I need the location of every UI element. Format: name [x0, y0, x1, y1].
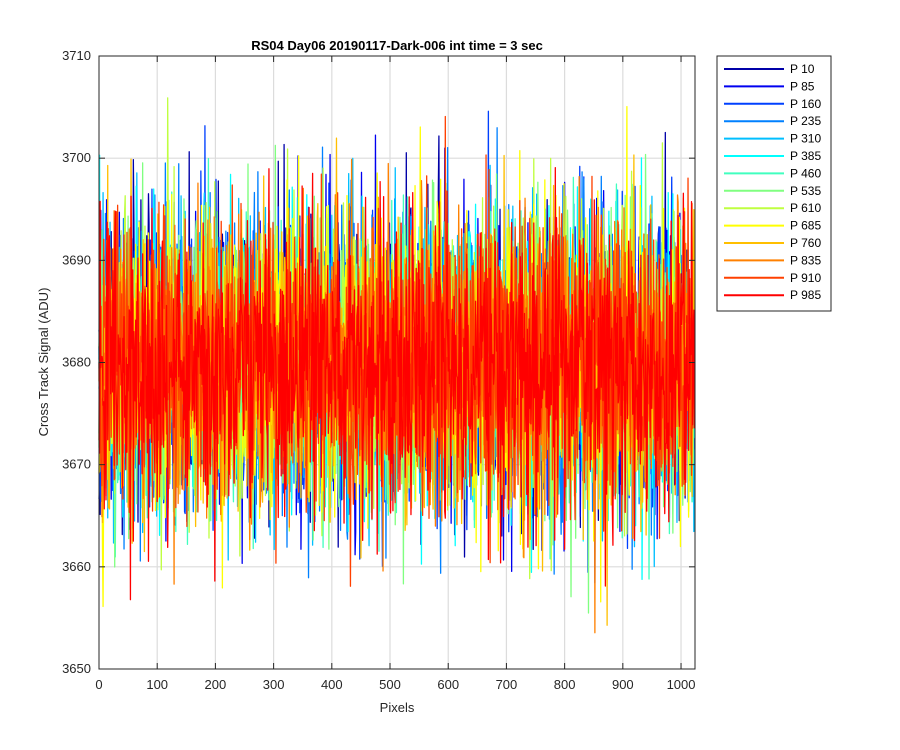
chart-title: RS04 Day06 20190117-Dark-006 int time = …: [251, 38, 543, 53]
x-tick-label: 700: [496, 677, 518, 692]
x-axis-ticks: 0 100 200 300 400 500 600 700 800 900 1000: [95, 56, 695, 692]
y-tick-label: 3680: [62, 355, 91, 370]
x-tick-label: 400: [321, 677, 343, 692]
y-tick-label: 3650: [62, 661, 91, 676]
legend-label: P 535: [790, 184, 821, 198]
y-tick-label: 3700: [62, 150, 91, 165]
x-tick-label: 300: [263, 677, 285, 692]
series-line-p-985: [98, 167, 696, 601]
x-tick-label: 800: [554, 677, 576, 692]
y-tick-label: 3690: [62, 252, 91, 267]
x-tick-label: 500: [379, 677, 401, 692]
y-tick-label: 3660: [62, 559, 91, 574]
legend-label: P 760: [790, 236, 821, 250]
x-tick-label: 200: [205, 677, 227, 692]
series-lines: [98, 97, 696, 634]
legend-label: P 10: [790, 62, 815, 76]
x-axis-label: Pixels: [380, 700, 415, 715]
legend-label: P 460: [790, 166, 821, 180]
y-tick-label: 3670: [62, 457, 91, 472]
legend-label: P 910: [790, 271, 821, 285]
x-tick-label: 1000: [667, 677, 696, 692]
legend-label: P 310: [790, 132, 821, 146]
legend-label: P 235: [790, 114, 821, 128]
legend-box: [716, 55, 832, 312]
legend-label: P 985: [790, 288, 821, 302]
x-tick-label: 600: [437, 677, 459, 692]
legend-label: P 835: [790, 253, 821, 267]
legend-label: P 160: [790, 97, 821, 111]
y-tick-label: 3710: [62, 48, 91, 63]
y-axis-label: Cross Track Signal (ADU): [36, 288, 51, 437]
y-axis-ticks: 3650 3660 3670 3680 3690 3700 3710: [62, 48, 695, 676]
legend: P 10 P 85 P 160 P 235 P 310 P 385 P 460 P 535 P …: [716, 55, 832, 312]
legend-label: P 385: [790, 149, 821, 163]
x-tick-label: 0: [95, 677, 102, 692]
x-tick-label: 100: [146, 677, 168, 692]
legend-label: P 685: [790, 219, 821, 233]
legend-label: P 610: [790, 201, 821, 215]
x-tick-label: 900: [612, 677, 634, 692]
legend-label: P 85: [790, 79, 815, 93]
